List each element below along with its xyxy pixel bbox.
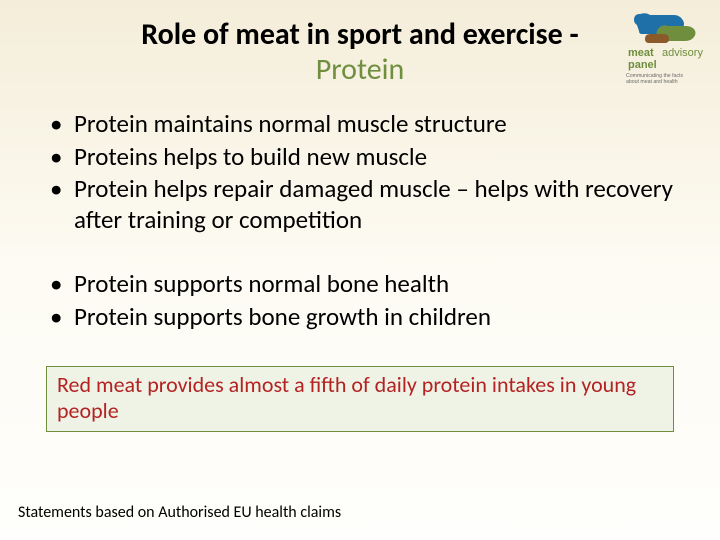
bullet-item: Protein maintains normal muscle structur… [46,109,690,140]
brand-logo: meat advisory panel Communicating the fa… [622,6,708,86]
title-line-2: Protein [60,53,660,88]
bullet-item: Protein supports bone growth in children [46,302,690,333]
bullet-group-2: Protein supports normal bone health Prot… [46,269,690,332]
svg-text:about meat and health: about meat and health [626,79,678,85]
bullet-group-1: Protein maintains normal muscle structur… [46,109,690,235]
slide: meat advisory panel Communicating the fa… [0,0,720,540]
slide-title: Role of meat in sport and exercise - Pro… [60,18,660,87]
footnote: Statements based on Authorised EU health… [18,503,341,522]
svg-text:panel: panel [628,59,657,71]
bullet-item: Proteins helps to build new muscle [46,142,690,173]
svg-text:advisory: advisory [662,47,703,59]
callout-box: Red meat provides almost a fifth of dail… [46,366,674,432]
callout-text: Red meat provides almost a fifth of dail… [57,371,636,424]
svg-text:meat: meat [628,47,654,59]
bullet-item: Protein supports normal bone health [46,269,690,300]
bullet-item: Protein helps repair damaged muscle – he… [46,174,690,235]
title-line-1: Role of meat in sport and exercise - [60,18,660,53]
